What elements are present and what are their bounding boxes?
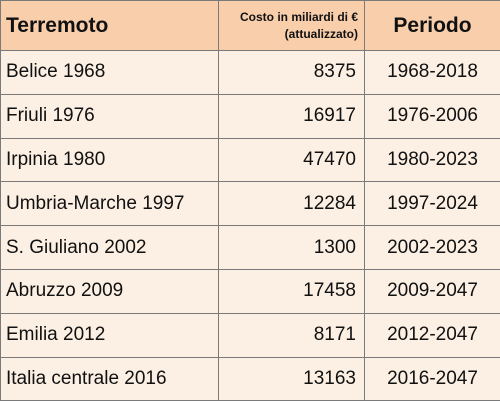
cell-earthquake: Emilia 2012 — [0, 312, 219, 358]
cell-period: 2002-2023 — [364, 225, 500, 270]
cell-period: 2009-2047 — [364, 268, 500, 314]
cell-period: 1980-2023 — [364, 137, 500, 183]
cell-cost: 47470 — [218, 137, 365, 183]
table-row: Abruzzo 2009 17458 2009-2047 — [0, 268, 500, 314]
header-earthquake: Terremoto — [0, 0, 219, 51]
cell-earthquake: Abruzzo 2009 — [0, 268, 219, 314]
cell-earthquake: Friuli 1976 — [0, 93, 219, 139]
cell-period: 2016-2047 — [364, 356, 500, 401]
cell-earthquake: Belice 1968 — [0, 50, 219, 95]
header-row: Terremoto Costo in miliardi di € (attual… — [0, 0, 500, 51]
header-cost: Costo in miliardi di € (attualizzato) — [218, 0, 365, 51]
cell-cost: 13163 — [218, 356, 365, 401]
table-row: Italia centrale 2016 13163 2016-2047 — [0, 356, 500, 401]
cell-cost: 8375 — [218, 50, 365, 95]
cell-period: 1968-2018 — [364, 50, 500, 95]
header-cost-line1: Costo in miliardi di € — [239, 9, 358, 24]
cell-earthquake: Umbria-Marche 1997 — [0, 181, 219, 227]
cell-earthquake: S. Giuliano 2002 — [0, 225, 219, 270]
cell-earthquake: Irpinia 1980 — [0, 137, 219, 183]
header-period: Periodo — [364, 0, 500, 51]
cell-earthquake: Italia centrale 2016 — [0, 356, 219, 401]
header-cost-line2: (attualizzato) — [284, 26, 358, 41]
table-row: Friuli 1976 16917 1976-2006 — [0, 93, 500, 139]
table-row: S. Giuliano 2002 1300 2002-2023 — [0, 225, 500, 270]
table-row: Irpinia 1980 47470 1980-2023 — [0, 137, 500, 183]
table-row: Emilia 2012 8171 2012-2047 — [0, 312, 500, 358]
cell-cost: 17458 — [218, 268, 365, 314]
cell-cost: 12284 — [218, 181, 365, 227]
cell-cost: 8171 — [218, 312, 365, 358]
table-row: Umbria-Marche 1997 12284 1997-2024 — [0, 181, 500, 227]
cell-period: 2012-2047 — [364, 312, 500, 358]
cell-cost: 16917 — [218, 93, 365, 139]
cell-period: 1997-2024 — [364, 181, 500, 227]
table-row: Belice 1968 8375 1968-2018 — [0, 50, 500, 95]
table-body: Belice 1968 8375 1968-2018 Friuli 1976 1… — [0, 50, 500, 401]
cell-cost: 1300 — [218, 225, 365, 270]
table-header: Terremoto Costo in miliardi di € (attual… — [0, 0, 500, 51]
cell-period: 1976-2006 — [364, 93, 500, 139]
